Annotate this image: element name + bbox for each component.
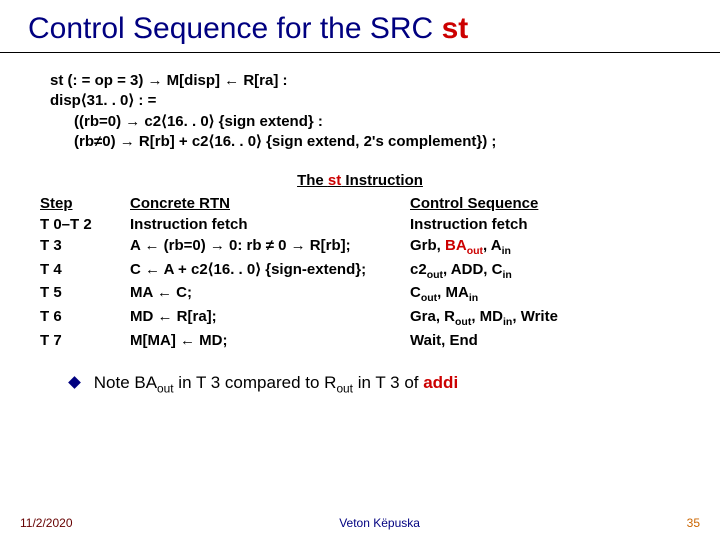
- note-addi: addi: [423, 373, 458, 392]
- table-header: Step Concrete RTN Control Sequence: [40, 193, 720, 214]
- table-row: T 0–T 2Instruction fetchInstruction fetc…: [40, 214, 720, 235]
- rtn-line-3: ((rb=0) → c2⟨16. . 0⟩ {sign extend} :: [50, 112, 720, 132]
- footer-page: 35: [687, 516, 700, 530]
- cell-rtn: M[MA] ← MD;: [130, 330, 410, 351]
- title-st: st: [442, 12, 469, 45]
- note-prefix: Note BA: [94, 373, 157, 392]
- header-rtn: Concrete RTN: [130, 193, 410, 214]
- section-prefix: The: [297, 172, 328, 189]
- section-suffix: Instruction: [341, 172, 423, 189]
- table-row: T 3A ← (rb=0) → 0: rb ≠ 0 → R[rb];Grb, B…: [40, 235, 720, 259]
- note-mid2: in T 3 of: [353, 373, 423, 392]
- rtn-line-4: (rb≠0) → R[rb] + c2⟨16. . 0⟩ {sign exten…: [50, 132, 720, 152]
- rtn-line-1: st (: = op = 3) → M[disp] ← R[ra] :: [50, 71, 720, 91]
- cell-rtn: C ← A + c2⟨16. . 0⟩ {sign-extend};: [130, 259, 410, 283]
- cell-ctrl: Cout, MAin: [410, 282, 720, 306]
- cell-ctrl: Grb, BAout, Ain: [410, 235, 720, 259]
- table-row: T 5MA ← C;Cout, MAin: [40, 282, 720, 306]
- cell-ctrl: Gra, Rout, MDin, Write: [410, 306, 720, 330]
- cell-step: T 4: [40, 259, 130, 283]
- cell-step: T 7: [40, 330, 130, 351]
- cell-rtn: Instruction fetch: [130, 214, 410, 235]
- table-row: T 6MD ← R[ra];Gra, Rout, MDin, Write: [40, 306, 720, 330]
- footer-author: Veton Këpuska: [339, 516, 420, 530]
- header-step: Step: [40, 193, 130, 214]
- title-prefix: Control Sequence for the SRC: [28, 12, 442, 45]
- note-mid: in T 3 compared to R: [174, 373, 337, 392]
- section-st: st: [328, 172, 341, 189]
- note-sub2: out: [336, 381, 353, 395]
- cell-ctrl: Wait, End: [410, 330, 720, 351]
- rtn-line-2: disp⟨31. . 0⟩ : =: [50, 91, 720, 111]
- header-ctrl: Control Sequence: [410, 193, 720, 214]
- table-row: T 4C ← A + c2⟨16. . 0⟩ {sign-extend};c2o…: [40, 259, 720, 283]
- cell-rtn: MA ← C;: [130, 282, 410, 306]
- note-sub1: out: [157, 381, 174, 395]
- footer-date: 11/2/2020: [20, 516, 73, 530]
- cell-rtn: MD ← R[ra];: [130, 306, 410, 330]
- section-heading: The st Instruction: [0, 172, 720, 189]
- abstract-rtn: st (: = op = 3) → M[disp] ← R[ra] : disp…: [0, 71, 720, 152]
- instruction-table: Step Concrete RTN Control Sequence T 0–T…: [0, 193, 720, 351]
- cell-ctrl: c2out, ADD, Cin: [410, 259, 720, 283]
- table-row: T 7M[MA] ← MD;Wait, End: [40, 330, 720, 351]
- slide-title: Control Sequence for the SRC st: [0, 0, 720, 53]
- footer: 11/2/2020 Veton Këpuska 35: [0, 516, 720, 530]
- cell-rtn: A ← (rb=0) → 0: rb ≠ 0 → R[rb];: [130, 235, 410, 259]
- bullet-diamond-icon: [68, 376, 81, 389]
- cell-step: T 3: [40, 235, 130, 259]
- cell-step: T 0–T 2: [40, 214, 130, 235]
- cell-step: T 5: [40, 282, 130, 306]
- cell-ctrl: Instruction fetch: [410, 214, 720, 235]
- cell-step: T 6: [40, 306, 130, 330]
- footnote: Note BAout in T 3 compared to Rout in T …: [0, 373, 720, 395]
